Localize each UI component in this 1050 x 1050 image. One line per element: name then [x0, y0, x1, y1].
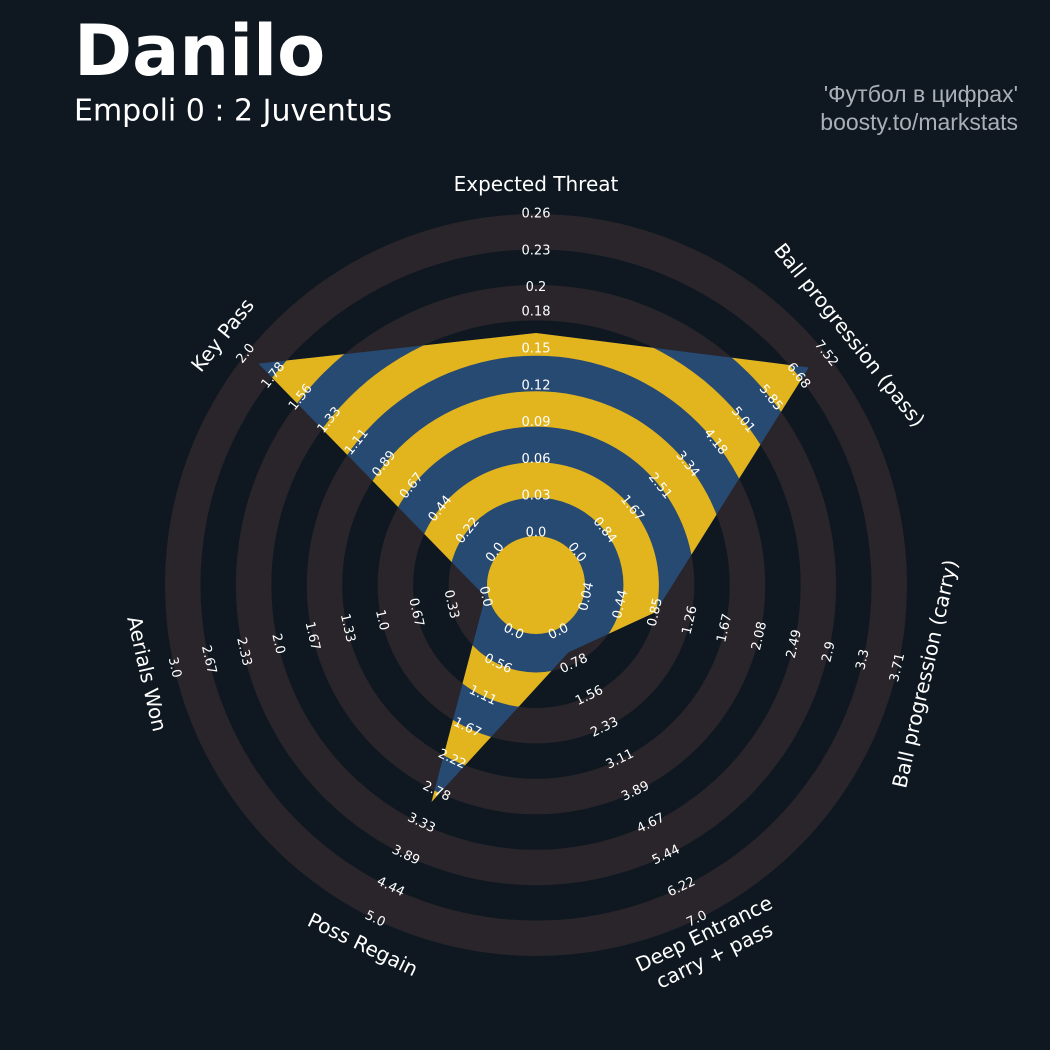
- credit: boosty.to/markstats: [820, 109, 1018, 135]
- tick-label: 0.0: [526, 526, 547, 541]
- tick-label: 2.0: [268, 632, 287, 656]
- tick-label: 1.33: [337, 612, 358, 644]
- tick-label: 0.15: [522, 341, 551, 356]
- tick-label: 1.67: [714, 612, 735, 644]
- tick-label: 2.08: [749, 620, 770, 652]
- tick-label: 0.33: [441, 589, 462, 621]
- radar: [258, 333, 809, 802]
- tick-label: 3.3: [853, 648, 872, 672]
- tick-label: 2.49: [784, 628, 805, 660]
- chart-title: Danilo: [74, 10, 325, 92]
- tick-label: 0.23: [522, 243, 551, 258]
- tick-label: 1.67: [302, 620, 323, 652]
- tick-label: 3.71: [887, 652, 908, 684]
- tick-label: 0.85: [645, 596, 666, 628]
- tick-label: 0.26: [522, 207, 551, 222]
- tick-label: 1.0: [372, 608, 391, 632]
- tick-label: 0.44: [610, 589, 631, 621]
- chart-subtitle: Empoli 0 : 2 Juventus: [74, 94, 392, 129]
- tick-label: 0.2: [526, 280, 547, 295]
- tick-label: 0.06: [522, 452, 551, 467]
- credit: 'Футбол в цифрах': [824, 81, 1018, 107]
- tick-label: 1.26: [680, 604, 701, 636]
- center-circle: [487, 536, 585, 634]
- tick-label: 0.67: [405, 597, 426, 629]
- param-line: Expected Threat: [454, 172, 619, 196]
- tick-label: 0.12: [522, 378, 551, 393]
- tick-label: 2.9: [819, 640, 838, 664]
- tick-label: 0.04: [576, 581, 597, 613]
- tick-label: 2.67: [198, 644, 219, 676]
- tick-label: 0.0: [476, 585, 495, 609]
- tick-label: 3.0: [165, 656, 184, 680]
- tick-label: 0.09: [522, 415, 551, 430]
- param-label: Expected Threat: [454, 172, 619, 196]
- tick-label: 0.03: [522, 489, 551, 504]
- tick-label: 0.18: [522, 305, 551, 320]
- tick-label: 2.33: [233, 636, 254, 668]
